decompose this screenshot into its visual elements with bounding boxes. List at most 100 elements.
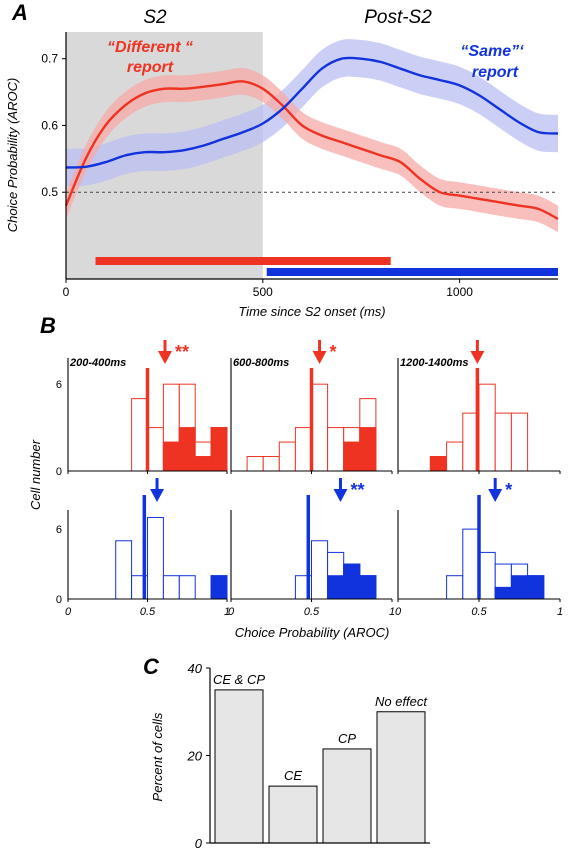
histogram-bar-total [147, 427, 164, 472]
different-report-label-line2: report [127, 59, 174, 76]
y-tick-label: 20 [187, 749, 203, 764]
region-label-post-s2: Post-S2 [364, 7, 432, 28]
histogram-bar-total [311, 540, 329, 600]
histogram-top-2: 1200-1400ms [397, 340, 561, 474]
histogram-bar-filled [194, 456, 212, 472]
x-tick-label: 0 [63, 285, 70, 299]
histogram-bottom-2: * 0 0.5 1 [395, 478, 563, 618]
histogram-bar-total [147, 516, 164, 600]
mean-arrow-head [333, 489, 348, 502]
region-label-s2: S2 [143, 7, 167, 28]
y-axis-label: Percent of cells [150, 712, 165, 801]
x-tick-label: 500 [253, 285, 273, 299]
histogram-title: 1200-1400ms [400, 357, 469, 369]
x-tick-label: 1000 [446, 285, 473, 299]
x-tick-label: 0.5 [304, 606, 320, 618]
histogram-bar-total [478, 551, 496, 600]
different-report-label-line1: “Different “ [107, 39, 193, 56]
histogram-bar-total [178, 575, 196, 600]
mean-arrow-head [150, 489, 165, 502]
red-series-line [64, 80, 559, 220]
y-tick-label: 0 [195, 836, 203, 851]
histogram-bar-total [327, 427, 345, 472]
y-tick-label: 0 [56, 594, 62, 606]
histogram-bar-total [446, 575, 464, 600]
x-tick-label: 0 [65, 606, 72, 618]
histogram-title: 200-400ms [69, 357, 126, 369]
y-axis-label: Choice Probability (AROC) [5, 78, 20, 233]
bar-label: No effect [375, 694, 428, 709]
bar-label: CE & CP [213, 672, 265, 687]
histogram-bar-total [311, 383, 329, 472]
x-tick-label: 1 [224, 606, 230, 618]
histogram-bar-filled [343, 563, 361, 600]
histogram-bar-filled [343, 441, 361, 472]
histogram-bottom-0: 6 00 0.5 1 [56, 478, 230, 618]
y-tick-label: 40 [188, 661, 203, 676]
y-axis-label: Cell number [28, 439, 43, 510]
histogram-top-0: ** 200-400ms 6 0 [56, 340, 228, 478]
histogram-bottom-1: ** 0 0.5 1 [228, 478, 395, 618]
y-tick-label: 6 [56, 379, 62, 391]
histogram-bar-total [162, 575, 180, 600]
histogram-bar-filled [327, 575, 345, 600]
histogram-top-1: * 600-800ms [230, 340, 393, 474]
histogram-bar-filled [178, 427, 196, 472]
histogram-bar-total [131, 398, 149, 472]
blue-significance-bar [266, 268, 558, 276]
mean-arrow-head [488, 489, 503, 502]
bar-label: CP [338, 731, 356, 746]
histogram-bar-filled [359, 427, 377, 472]
histogram-bar-filled [359, 575, 377, 600]
panel-c-bar-chart: CE & CP CE CP No effect 0 20 40 Percent of cell… [150, 661, 430, 851]
histogram-bar-total [278, 441, 296, 472]
histogram-bar-filled [162, 441, 180, 472]
x-tick-label: 1 [389, 606, 395, 618]
x-tick-label: 0.5 [140, 606, 156, 618]
histogram-bar-total [494, 412, 512, 472]
bar-2 [322, 748, 372, 844]
histogram-bar-total [294, 427, 312, 472]
bar-0 [214, 689, 264, 844]
y-tick-label: 0.5 [41, 185, 58, 199]
x-axis-label: Time since S2 onset (ms) [238, 304, 385, 319]
histogram-bar-total [510, 412, 529, 472]
histogram-bar-total [478, 383, 496, 472]
red-confidence-band [66, 67, 558, 233]
y-tick-label: 0 [56, 466, 62, 478]
bar-label: CE [284, 768, 302, 783]
mean-arrow-head [470, 351, 485, 364]
same-report-label-line2: report [472, 64, 519, 81]
x-tick-label: 1 [557, 606, 563, 618]
significance-stars: ** [350, 480, 364, 500]
x-tick-label: 0.5 [471, 606, 487, 618]
histogram-bar-total [262, 456, 280, 472]
x-tick-label: 0 [395, 606, 402, 618]
panel-a-line-chart: 0.5 0.6 0.7 0 500 1000 Time since S2 onset (ms… [5, 7, 559, 319]
panel-letter-c: C [143, 654, 160, 679]
histogram-bar-total [446, 441, 464, 472]
histogram-bar-filled [429, 456, 448, 472]
mean-arrow-head [157, 351, 172, 364]
histogram-bar-filled [210, 575, 228, 600]
histogram-bar-filled [510, 575, 529, 600]
x-tick-label: 0 [228, 606, 235, 618]
histogram-bar-total [246, 456, 264, 472]
significance-stars: ** [175, 342, 189, 362]
histogram-bar-filled [527, 575, 545, 600]
bar-3 [376, 711, 426, 844]
histogram-bar-total [462, 528, 480, 600]
y-tick-label: 6 [56, 524, 62, 536]
x-axis-label: Choice Probability (AROC) [235, 625, 390, 640]
y-tick-label: 0.7 [41, 52, 58, 66]
y-tick-label: 0.6 [41, 118, 58, 132]
mean-arrow-head [312, 351, 327, 364]
histogram-bar-filled [494, 586, 512, 600]
blue-series-line [65, 56, 559, 169]
histogram-bar-total [115, 540, 133, 600]
bar-1 [268, 785, 318, 844]
significance-stars: * [505, 480, 512, 500]
histogram-title: 600-800ms [233, 357, 289, 369]
red-significance-bar [95, 257, 391, 265]
panel-letter-b: B [40, 313, 56, 338]
